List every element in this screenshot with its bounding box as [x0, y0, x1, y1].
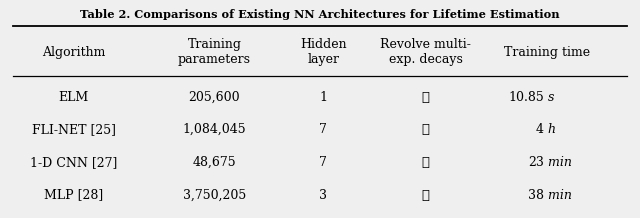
- Text: 3,750,205: 3,750,205: [183, 189, 246, 202]
- Text: min: min: [544, 156, 572, 169]
- Text: 7: 7: [319, 123, 327, 136]
- Text: 10.85: 10.85: [508, 90, 544, 104]
- Text: ✗: ✗: [422, 189, 429, 202]
- Text: ✓: ✓: [422, 123, 429, 136]
- Text: Hidden
layer: Hidden layer: [300, 38, 346, 66]
- Text: min: min: [544, 189, 572, 202]
- Text: ELM: ELM: [58, 90, 89, 104]
- Text: 1: 1: [319, 90, 327, 104]
- Text: 4: 4: [536, 123, 544, 136]
- Text: Revolve multi-
exp. decays: Revolve multi- exp. decays: [380, 38, 471, 66]
- Text: 48,675: 48,675: [193, 156, 236, 169]
- Text: ✓: ✓: [422, 156, 429, 169]
- Text: MLP [28]: MLP [28]: [44, 189, 103, 202]
- Text: 205,600: 205,600: [189, 90, 240, 104]
- Text: ✓: ✓: [422, 90, 429, 104]
- Text: Algorithm: Algorithm: [42, 46, 106, 59]
- Text: Training time: Training time: [504, 46, 590, 59]
- Text: 7: 7: [319, 156, 327, 169]
- Text: Training
parameters: Training parameters: [178, 38, 251, 66]
- Text: s: s: [544, 90, 554, 104]
- Text: 23: 23: [528, 156, 544, 169]
- Text: 1-D CNN [27]: 1-D CNN [27]: [30, 156, 117, 169]
- Text: 1,084,045: 1,084,045: [182, 123, 246, 136]
- Text: 3: 3: [319, 189, 327, 202]
- Text: 38: 38: [528, 189, 544, 202]
- Text: Table 2. Comparisons of Existing NN Architectures for Lifetime Estimation: Table 2. Comparisons of Existing NN Arch…: [80, 9, 560, 20]
- Text: h: h: [544, 123, 556, 136]
- Text: FLI-NET [25]: FLI-NET [25]: [31, 123, 116, 136]
